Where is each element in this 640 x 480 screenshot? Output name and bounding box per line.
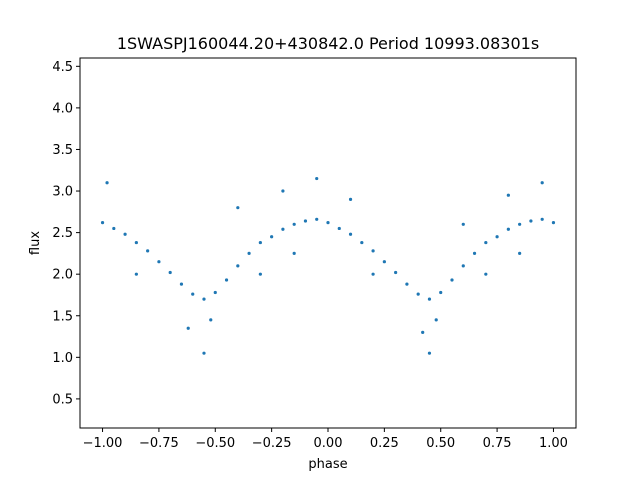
data-point — [540, 181, 544, 185]
data-point — [281, 227, 285, 231]
data-point — [348, 197, 353, 201]
y-tick-label: 3.5 — [52, 143, 73, 158]
y-tick-label: 1.0 — [52, 351, 73, 366]
data-point — [461, 264, 465, 268]
data-point — [416, 292, 420, 296]
data-point — [551, 221, 556, 225]
y-axis-label: flux — [28, 231, 43, 255]
data-point — [179, 282, 184, 286]
data-point — [258, 272, 262, 276]
x-tick-label: 0.75 — [483, 436, 512, 451]
y-tick-label: 2.5 — [52, 226, 73, 241]
data-point — [123, 232, 127, 236]
data-point — [315, 217, 319, 221]
data-point — [495, 235, 499, 239]
data-point — [247, 251, 251, 255]
data-point — [134, 240, 138, 245]
data-point — [506, 227, 510, 231]
plot-frame — [79, 57, 577, 429]
data-point — [202, 351, 206, 355]
data-point — [168, 270, 172, 275]
x-tick-label: 0.25 — [370, 436, 399, 451]
x-tick-label: 0.00 — [314, 436, 343, 451]
data-point — [100, 221, 105, 225]
y-tick-label: 4.0 — [52, 101, 73, 116]
data-point — [484, 272, 488, 276]
y-tick-label: 1.5 — [52, 309, 73, 324]
data-point — [258, 240, 262, 245]
data-point — [360, 240, 364, 245]
data-point — [270, 235, 274, 239]
data-point — [236, 206, 240, 210]
data-point — [281, 189, 285, 193]
data-point — [112, 226, 116, 231]
y-tick-label: 0.5 — [52, 392, 73, 407]
data-point — [421, 330, 425, 334]
x-tick-label: 1.00 — [539, 436, 568, 451]
x-axis-label: phase — [308, 457, 347, 472]
data-point — [213, 290, 217, 295]
data-point — [337, 226, 341, 231]
x-axis-ticks: −1.00 −0.75 −0.50 −0.25 0.00 0.25 0.50 0.75 1.00 — [83, 428, 568, 451]
data-point — [202, 297, 206, 301]
y-axis-ticks: 0.5 1.0 1.5 2.0 2.5 3.0 3.5 4.0 4.5 — [52, 60, 80, 407]
x-tick-label: −0.75 — [139, 436, 179, 451]
data-point — [382, 260, 386, 264]
data-point — [105, 181, 109, 185]
data-point — [518, 251, 522, 255]
data-point — [434, 318, 438, 322]
data-point — [439, 290, 443, 295]
x-tick-label: −0.25 — [252, 436, 292, 451]
data-point — [484, 240, 488, 245]
data-point — [394, 270, 398, 275]
data-point — [303, 219, 308, 223]
data-point — [540, 217, 544, 221]
data-point — [326, 221, 330, 225]
data-points — [100, 176, 556, 355]
y-tick-label: 4.5 — [52, 60, 73, 75]
data-point — [315, 176, 319, 181]
data-point — [134, 272, 138, 276]
chart-title: 1SWASPJ160044.20+430842.0 Period 10993.0… — [117, 34, 539, 53]
y-tick-label: 2.0 — [52, 268, 73, 283]
data-point — [461, 222, 465, 226]
data-point — [157, 260, 161, 264]
data-point — [529, 219, 533, 223]
data-point — [186, 326, 190, 330]
data-point — [224, 278, 229, 282]
data-point — [450, 278, 454, 282]
data-point — [191, 292, 195, 296]
data-point — [292, 222, 296, 226]
data-point — [472, 251, 477, 255]
data-point — [209, 318, 213, 322]
x-tick-label: −1.00 — [83, 436, 123, 451]
x-tick-label: 0.50 — [426, 436, 455, 451]
data-point — [427, 297, 432, 301]
y-tick-label: 3.0 — [52, 185, 73, 200]
x-tick-label: −0.50 — [195, 436, 235, 451]
data-point — [292, 251, 296, 255]
data-point — [348, 232, 353, 236]
data-point — [371, 249, 375, 253]
data-point — [371, 272, 375, 276]
data-point — [405, 282, 409, 286]
data-point — [506, 193, 510, 197]
data-point — [146, 249, 150, 253]
data-point — [518, 222, 522, 226]
data-point — [236, 264, 240, 268]
data-point — [427, 351, 432, 355]
